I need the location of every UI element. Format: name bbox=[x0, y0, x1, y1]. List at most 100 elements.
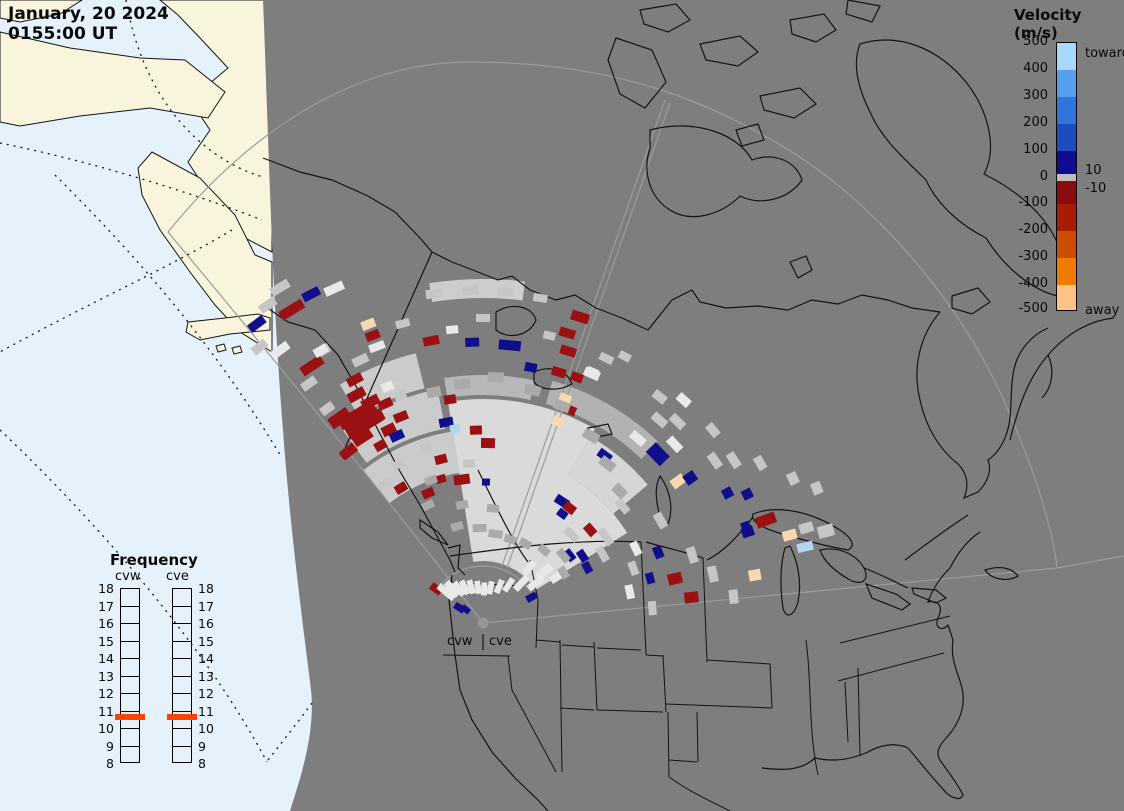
velocity-cell bbox=[337, 412, 357, 431]
velocity-cell bbox=[338, 443, 357, 461]
coastlines-borders bbox=[262, 0, 1115, 811]
velocity-cell bbox=[393, 481, 409, 495]
colorbar-segment bbox=[1057, 258, 1076, 285]
velocity-cell bbox=[665, 435, 684, 454]
frequency-bar-cell bbox=[173, 624, 191, 642]
ground-scatter-region bbox=[545, 380, 659, 459]
velocity-cell bbox=[278, 298, 306, 321]
velocity-cell bbox=[569, 370, 585, 384]
colorbar-segment bbox=[1057, 70, 1076, 97]
night-shading bbox=[263, 0, 1124, 811]
velocity-cell bbox=[628, 429, 647, 447]
velocity-cell bbox=[299, 375, 319, 392]
velocity-cell bbox=[651, 388, 668, 405]
velocity-cell bbox=[558, 326, 577, 340]
velocity-cell bbox=[380, 380, 395, 393]
frequency-tick-label: 10 bbox=[98, 721, 114, 736]
velocity-cell bbox=[518, 537, 533, 550]
velocity-cell bbox=[391, 457, 406, 471]
frequency-bar-cell bbox=[121, 747, 139, 765]
velocity-cell bbox=[451, 580, 466, 597]
velocity-cell bbox=[581, 560, 594, 575]
velocity-cell bbox=[250, 338, 269, 356]
frequency-bar-cell bbox=[121, 607, 139, 624]
velocity-cell bbox=[455, 499, 469, 510]
velocity-cell bbox=[462, 459, 476, 469]
frequency-tick-label: 8 bbox=[198, 756, 206, 771]
colorbar-segment bbox=[1057, 124, 1076, 151]
velocity-cell bbox=[453, 473, 471, 486]
velocity-cell bbox=[556, 565, 571, 580]
velocity-cell bbox=[436, 583, 457, 602]
colorbar-tick-label: -300 bbox=[1018, 249, 1048, 264]
velocity-cell bbox=[338, 399, 384, 440]
velocity-cell bbox=[536, 543, 552, 558]
velocity-cell bbox=[450, 520, 464, 532]
velocity-cell bbox=[595, 545, 610, 563]
velocity-cell bbox=[453, 378, 471, 390]
velocity-cell bbox=[597, 527, 615, 547]
frequency-bar-cell bbox=[121, 624, 139, 642]
frequency-bar-cell bbox=[121, 659, 139, 677]
velocity-cell bbox=[562, 548, 577, 563]
frequency-tick-label: 17 bbox=[98, 598, 114, 614]
velocity-cell bbox=[486, 580, 495, 595]
colorbar-title: Velocity (m/s) bbox=[1014, 6, 1082, 42]
velocity-cell bbox=[706, 451, 724, 470]
colorbar-segment bbox=[1057, 97, 1076, 124]
velocity-cell bbox=[498, 339, 522, 352]
colorbar-segment bbox=[1057, 231, 1076, 258]
daylight-land bbox=[0, 0, 273, 355]
frequency-radar-cve: cve bbox=[166, 569, 189, 584]
velocity-cell bbox=[488, 528, 504, 539]
velocity-cell bbox=[747, 568, 762, 582]
frequency-tick-label: 10 bbox=[198, 721, 214, 736]
velocity-cell bbox=[346, 385, 367, 404]
velocity-cell bbox=[434, 453, 448, 466]
velocity-cell bbox=[550, 365, 567, 379]
velocity-cell bbox=[652, 511, 669, 530]
frequency-marker-cvw bbox=[115, 714, 145, 720]
velocity-cell bbox=[426, 385, 442, 399]
velocity-cell bbox=[569, 309, 591, 325]
frequency-tick-label: 13 bbox=[198, 668, 214, 684]
velocity-cell bbox=[597, 454, 617, 473]
frequency-tick-label: 17 bbox=[198, 598, 214, 614]
velocity-cell bbox=[704, 421, 721, 439]
velocity-cell bbox=[781, 528, 798, 542]
colorbar-segment bbox=[1057, 43, 1076, 70]
velocity-cell bbox=[542, 330, 557, 341]
toward-label: toward bbox=[1085, 46, 1124, 61]
velocity-cell bbox=[257, 296, 278, 314]
velocity-cell bbox=[424, 474, 439, 486]
velocity-cell bbox=[644, 571, 656, 585]
velocity-cell bbox=[682, 469, 699, 486]
velocity-cell bbox=[551, 415, 566, 428]
colorbar-tick-label: -400 bbox=[1018, 276, 1048, 291]
colorbar-segment bbox=[1057, 181, 1076, 204]
frequency-bar-cell bbox=[121, 712, 139, 729]
velocity-cell bbox=[465, 337, 480, 347]
radar-site-dot bbox=[477, 617, 489, 629]
colorbar-tick-labels: 500 400 300 200 100 0 -100 -200 -300 -400 -500 bbox=[1000, 0, 1048, 330]
velocity-cell bbox=[740, 525, 756, 539]
velocity-cell bbox=[728, 589, 739, 605]
frequency-marker-cve bbox=[167, 714, 197, 720]
velocity-cell bbox=[486, 503, 500, 513]
velocity-cell bbox=[318, 400, 336, 417]
away-label: away bbox=[1085, 303, 1120, 318]
velocity-cell bbox=[493, 578, 505, 595]
velocity-cell bbox=[562, 526, 580, 544]
frequency-bar-cell bbox=[173, 694, 191, 712]
velocity-cell bbox=[611, 482, 629, 500]
frequency-ticks-left: 18 17 16 15 14 13 12 11 10 9 8 bbox=[72, 0, 114, 811]
velocity-cell bbox=[392, 409, 410, 424]
velocity-cell bbox=[394, 317, 411, 330]
velocity-cell bbox=[581, 427, 601, 445]
frequency-bar-cell bbox=[121, 694, 139, 712]
velocity-cell bbox=[525, 591, 539, 603]
velocity-cell bbox=[524, 361, 538, 373]
velocity-cell bbox=[683, 591, 700, 604]
velocity-cell bbox=[360, 317, 377, 331]
